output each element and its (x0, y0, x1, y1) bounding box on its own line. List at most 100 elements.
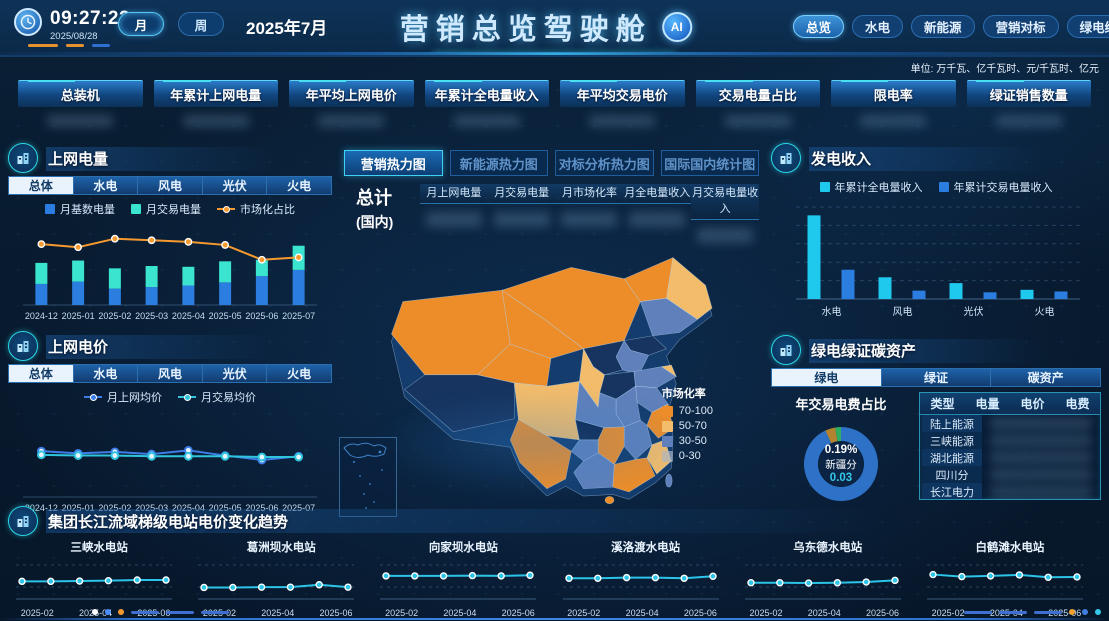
svg-text:光伏: 光伏 (964, 305, 984, 318)
square-marker-icon (131, 204, 141, 214)
heatmap-summary-columns: 月上网电量 月交易电量 月市场化率 月全电量收入 月交易电量收入 (420, 184, 759, 243)
ge-tabs-tab-4[interactable]: 火电 (267, 177, 331, 194)
x-tick-label: 2025-06 (319, 608, 353, 618)
ga-tabs-tab-2[interactable]: 碳资产 (991, 369, 1101, 386)
table-row[interactable]: 三峡能源 (920, 431, 1100, 450)
pager-dots-right[interactable] (964, 609, 1101, 615)
ai-assistant-button[interactable]: AI (661, 12, 692, 42)
kpi-card-0: 总装机 (18, 80, 143, 135)
kpi-card-title[interactable]: 年累计上网电量 (153, 80, 278, 107)
legend-label: 年累计交易电量收入 (953, 182, 1053, 194)
kpi-card-title[interactable]: 年平均上网电价 (289, 80, 414, 107)
heatmap-tab-1[interactable]: 新能源热力图 (449, 150, 548, 176)
map-legend-item-2: 30-50 (661, 435, 713, 447)
nav-tabs: 总览水电新能源营销对标绿电绿证碳资产 (793, 15, 1109, 38)
ga-tabs-tab-0[interactable]: 绿电 (772, 369, 882, 386)
clock-icon (14, 8, 42, 36)
station-chart-2: 向家坝水电站 2025-02 2025-04 2025-06 (372, 539, 554, 620)
grid-energy-panel-icon (8, 143, 38, 173)
map-legend: 市场化率 70-100 50-70 30-50 0-30 (661, 385, 713, 462)
green-assets-panel-header: 绿电绿证碳资产 (771, 335, 1101, 365)
kpi-value-redacted (724, 115, 791, 127)
china-map[interactable]: 市场化率 70-100 50-70 30-50 0-30 (338, 243, 765, 517)
revenue-chart: 水电 风电 光伏 火电 (782, 197, 1090, 331)
kpi-card-7: 绿证销售数量 (966, 80, 1091, 135)
ge-tabs-tab-3[interactable]: 光伏 (202, 177, 268, 194)
kpi-card-value (696, 107, 821, 135)
gp-tabs-tab-1[interactable]: 水电 (73, 365, 139, 382)
svg-text:2025-07: 2025-07 (282, 311, 315, 321)
gp-tabs-tab-4[interactable]: 火电 (267, 365, 331, 382)
x-tick-label: 2025-04 (261, 608, 295, 618)
station-name: 溪洛渡水电站 (611, 542, 681, 554)
left-column: 上网电量 总体 水电 风电 光伏 火电 月基数电量 月交易电量 市场化占比 2024-12 2… (8, 143, 332, 513)
cascade-section: 集团长江流域梯级电站电价变化趋势 三峡水电站2025-022025-042025… (8, 505, 1101, 618)
x-tick-label: 2025-06 (1048, 608, 1082, 618)
table-row-values-redacted (990, 418, 1092, 429)
summary-column-4: 月交易电量收入 (691, 184, 759, 243)
nav-tab-1[interactable]: 水电 (852, 15, 904, 38)
map-legend-swatch (661, 405, 673, 417)
grid-price-panel-title: 上网电价 (48, 338, 109, 356)
current-date: 2025/08/28 (50, 31, 98, 42)
summary-subtitle: (国内) (356, 214, 394, 230)
pager-dots-left[interactable] (92, 609, 229, 615)
table-row[interactable]: 湖北能源 (920, 448, 1100, 467)
donut-center-labels: 0.19% 新疆分 0.03 (798, 421, 884, 507)
kpi-card-title[interactable]: 年平均交易电价 (560, 80, 685, 107)
nav-tab-3[interactable]: 营销对标 (982, 15, 1059, 38)
donut-percent: 0.19% (824, 444, 858, 456)
square-marker-icon (45, 204, 55, 214)
summary-column-label: 月交易电量收入 (691, 184, 759, 220)
table-row[interactable]: 四川分 (920, 465, 1100, 484)
summary-column-label: 月交易电量 (487, 184, 556, 204)
square-marker-icon (938, 182, 949, 192)
table-row[interactable]: 长江电力 (920, 482, 1100, 499)
nav-tab-0[interactable]: 总览 (793, 15, 845, 38)
kpi-card-title[interactable]: 交易电量占比 (695, 80, 820, 107)
legend-label: 月基数电量 (60, 204, 115, 216)
cascade-charts: 三峡水电站2025-022025-042025-06葛洲坝水电站2025-022… (8, 539, 1101, 620)
green-assets-table[interactable]: 类型 电量 电价 电费 陆上能源三峡能源湖北能源四川分长江电力新疆分 (919, 392, 1101, 500)
x-tick-label: 2025-06 (501, 608, 535, 618)
x-tick-label: 2025-04 (625, 608, 659, 618)
nav-tab-2[interactable]: 新能源 (911, 15, 975, 38)
kpi-card-title[interactable]: 限电率 (831, 80, 956, 107)
period-button-0[interactable]: 月 (118, 12, 164, 36)
kpi-value-redacted (860, 115, 927, 127)
revenue-legend: 年累计全电量收入 年累计交易电量收入 (771, 179, 1101, 195)
donut-title: 年交易电费占比 (795, 397, 887, 412)
ge-tabs-tab-0[interactable]: 总体 (9, 177, 74, 194)
gp-tabs-tab-2[interactable]: 风电 (138, 365, 203, 382)
line-marker-icon (84, 393, 102, 401)
x-tick-label: 2025-06 (683, 608, 717, 618)
kpi-card-title[interactable]: 绿证销售数量 (966, 80, 1091, 107)
grid-price-chart: 2024-12 2025-01 2025-02 2025-03 2025-04 2025-… (17, 409, 323, 517)
nav-tab-4[interactable]: 绿电绿证碳资产 (1066, 15, 1109, 38)
kpi-card-title[interactable]: 总装机 (18, 80, 143, 107)
heatmap-tab-0[interactable]: 营销热力图 (344, 150, 443, 176)
gp-tabs-tab-0[interactable]: 总体 (9, 365, 74, 382)
grid-price-panel-icon (8, 331, 38, 361)
table-row[interactable]: 陆上能源 (920, 414, 1100, 433)
map-glow (368, 389, 705, 499)
ge-tabs-tab-1[interactable]: 水电 (73, 177, 139, 194)
table-row-name: 长江电力 (922, 482, 982, 499)
x-tick-label: 2025-02 (567, 608, 601, 618)
square-marker-icon (819, 182, 830, 192)
kpi-card-title[interactable]: 年累计全电量收入 (424, 80, 549, 107)
map-legend-swatch (661, 435, 673, 447)
ge-tabs-tab-2[interactable]: 风电 (138, 177, 203, 194)
gp-tabs-tab-3[interactable]: 光伏 (202, 365, 268, 382)
summary-column-2: 月市场化率 (555, 184, 624, 243)
heatmap-tab-2[interactable]: 对标分析热力图 (555, 150, 654, 176)
green-assets-tabs: 绿电 绿证 碳资产 (771, 368, 1101, 387)
period-button-1[interactable]: 周 (178, 12, 224, 36)
heatmap-tab-3[interactable]: 国际国内统计图 (660, 150, 759, 176)
summary-column-3: 月全电量收入 (623, 184, 692, 243)
map-legend-range: 50-70 (678, 420, 707, 432)
grid-price-legend: 月上网均价 月交易均价 (8, 389, 332, 405)
ga-tabs-tab-1[interactable]: 绿证 (881, 369, 992, 386)
